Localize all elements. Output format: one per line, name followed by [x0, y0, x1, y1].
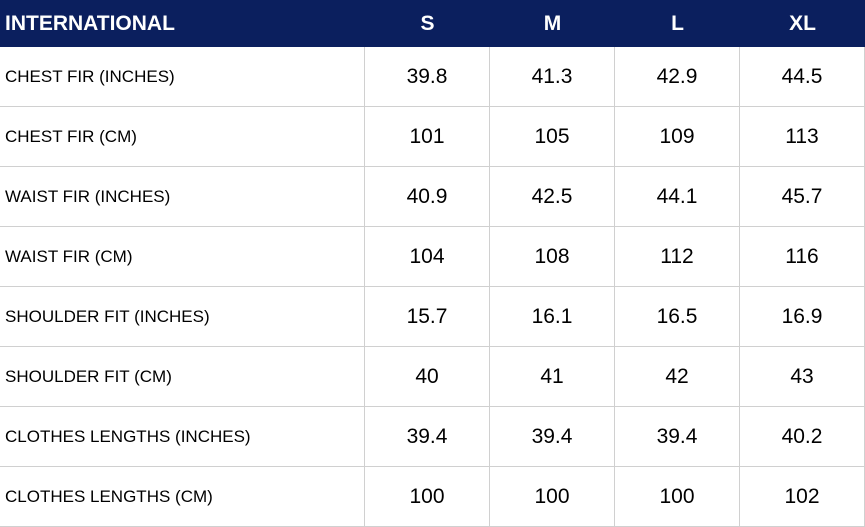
row-label: CLOTHES LENGTHS (CM) [0, 467, 365, 527]
size-value: 15.7 [365, 287, 490, 347]
size-value: 112 [615, 227, 740, 287]
header-label: INTERNATIONAL [0, 0, 365, 47]
size-value: 39.8 [365, 47, 490, 107]
size-header: S [365, 0, 490, 47]
size-value: 109 [615, 107, 740, 167]
size-value: 40 [365, 347, 490, 407]
size-value: 102 [740, 467, 865, 527]
row-label: CLOTHES LENGTHS (INCHES) [0, 407, 365, 467]
size-value: 16.9 [740, 287, 865, 347]
size-value: 113 [740, 107, 865, 167]
row-label: CHEST FIR (INCHES) [0, 47, 365, 107]
size-value: 40.2 [740, 407, 865, 467]
size-header: M [490, 0, 615, 47]
size-value: 43 [740, 347, 865, 407]
row-label: SHOULDER FIT (INCHES) [0, 287, 365, 347]
size-value: 41.3 [490, 47, 615, 107]
row-label: WAIST FIR (CM) [0, 227, 365, 287]
row-label: SHOULDER FIT (CM) [0, 347, 365, 407]
size-value: 101 [365, 107, 490, 167]
size-value: 42.9 [615, 47, 740, 107]
size-header: L [615, 0, 740, 47]
size-value: 39.4 [490, 407, 615, 467]
size-value: 45.7 [740, 167, 865, 227]
size-value: 108 [490, 227, 615, 287]
size-value: 105 [490, 107, 615, 167]
size-value: 39.4 [615, 407, 740, 467]
size-value: 100 [490, 467, 615, 527]
size-value: 44.1 [615, 167, 740, 227]
row-label: WAIST FIR (INCHES) [0, 167, 365, 227]
size-header: XL [740, 0, 865, 47]
size-value: 16.1 [490, 287, 615, 347]
size-value: 100 [365, 467, 490, 527]
size-value: 16.5 [615, 287, 740, 347]
size-value: 40.9 [365, 167, 490, 227]
size-value: 44.5 [740, 47, 865, 107]
size-value: 42.5 [490, 167, 615, 227]
size-value: 39.4 [365, 407, 490, 467]
row-label: CHEST FIR (CM) [0, 107, 365, 167]
size-value: 42 [615, 347, 740, 407]
size-value: 41 [490, 347, 615, 407]
size-value: 100 [615, 467, 740, 527]
size-value: 116 [740, 227, 865, 287]
size-value: 104 [365, 227, 490, 287]
